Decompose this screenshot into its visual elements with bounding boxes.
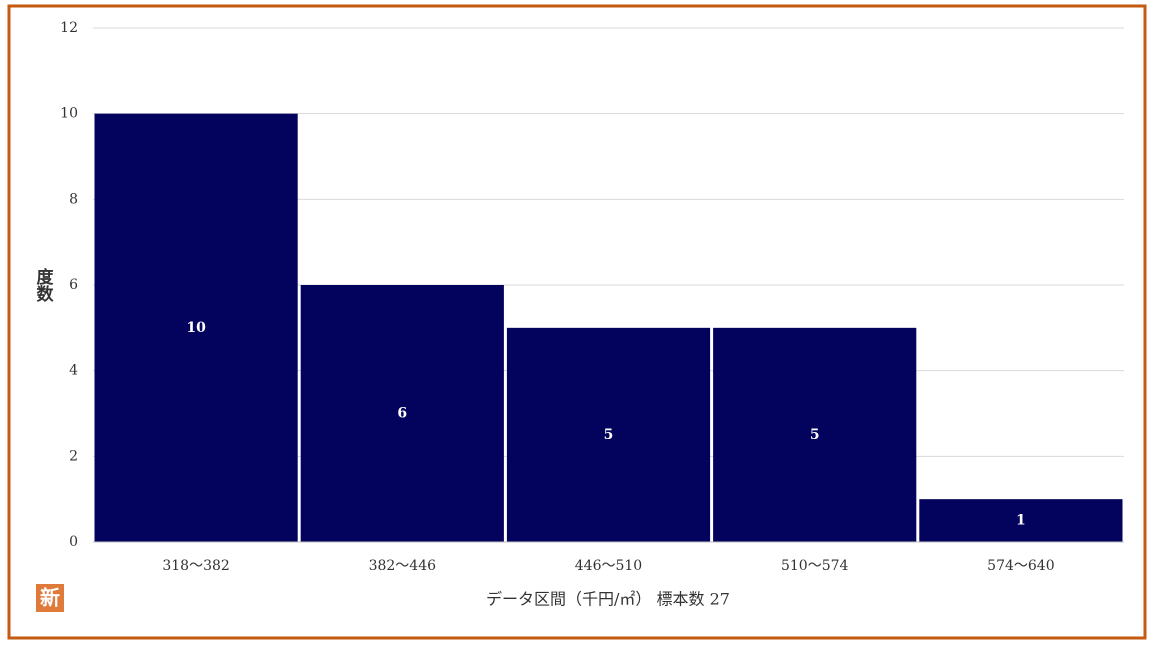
value-label: 5 <box>810 427 820 443</box>
bar <box>506 327 711 542</box>
x-axis-label: データ区間（千円/㎡） 標本数 27 <box>486 590 730 609</box>
x-tick-label: 510～574 <box>781 558 849 574</box>
bar <box>300 285 504 542</box>
x-tick-label: 446～510 <box>575 558 642 574</box>
y-tick-label: 12 <box>60 20 78 36</box>
y-tick-label: 6 <box>69 277 78 293</box>
y-tick-label: 10 <box>60 106 78 122</box>
bar <box>713 327 917 542</box>
y-tick-label: 4 <box>69 363 78 379</box>
value-label: 6 <box>397 406 407 422</box>
badge-box <box>36 584 64 612</box>
y-axis-label: 度数 <box>33 267 54 303</box>
y-tick-label: 8 <box>69 191 78 207</box>
bar <box>919 499 1123 542</box>
x-tick-label: 318～382 <box>162 558 229 574</box>
value-label: 1 <box>1016 513 1026 529</box>
badge: 新 <box>40 586 60 610</box>
x-tick-label: 574～640 <box>987 558 1054 574</box>
value-label: 5 <box>604 427 614 443</box>
value-label: 10 <box>186 320 206 336</box>
x-tick-label: 382～446 <box>369 558 437 574</box>
bar <box>94 113 298 543</box>
y-tick-label: 0 <box>69 534 78 550</box>
y-tick-label: 2 <box>69 448 78 464</box>
